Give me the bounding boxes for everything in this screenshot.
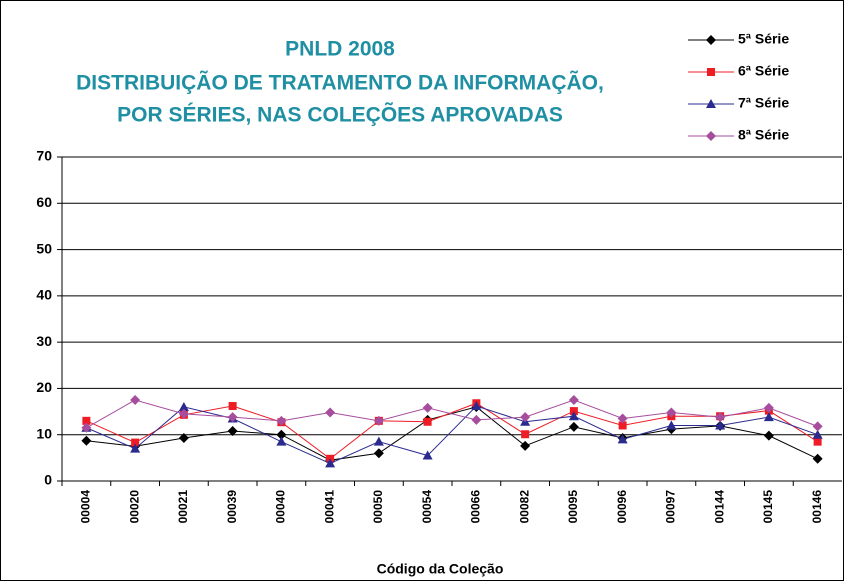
marker: [521, 430, 530, 439]
series-line: [86, 405, 818, 464]
y-tick-label: 70: [36, 148, 52, 164]
x-tick-label: 00145: [761, 490, 775, 524]
y-tick-label: 30: [36, 333, 52, 349]
marker: [471, 401, 482, 411]
marker: [178, 432, 189, 443]
x-tick-label: 00021: [176, 490, 190, 524]
y-tick-label: 50: [36, 240, 52, 256]
marker: [227, 426, 238, 437]
marker: [81, 435, 92, 446]
marker: [325, 458, 336, 468]
marker: [812, 453, 823, 464]
marker: [618, 421, 627, 430]
marker: [373, 415, 384, 426]
marker: [715, 420, 726, 430]
marker: [131, 438, 140, 447]
marker: [666, 407, 677, 418]
marker: [422, 402, 433, 413]
x-tick-label: 00097: [664, 490, 678, 524]
x-tick-label: 00040: [274, 490, 288, 524]
marker: [569, 407, 578, 416]
marker: [227, 412, 238, 423]
marker: [706, 99, 716, 108]
x-tick-label: 00050: [371, 490, 385, 524]
marker: [130, 395, 141, 405]
marker: [373, 436, 384, 446]
marker: [568, 421, 579, 432]
marker: [707, 68, 715, 76]
legend-label: 5ª Série: [738, 31, 789, 47]
x-tick-label: 00095: [566, 490, 580, 524]
marker: [617, 413, 628, 424]
marker: [715, 412, 726, 423]
marker: [276, 429, 287, 440]
marker: [706, 131, 716, 141]
legend-label: 8ª Série: [738, 127, 789, 143]
marker: [666, 420, 677, 430]
marker: [228, 402, 237, 411]
chart-title: PNLD 2008: [285, 38, 395, 61]
marker: [812, 421, 823, 432]
marker: [276, 436, 287, 446]
marker: [423, 417, 432, 426]
marker: [763, 430, 774, 441]
marker: [763, 402, 774, 413]
x-tick-label: 00039: [225, 490, 239, 524]
marker: [568, 395, 579, 405]
marker: [471, 414, 482, 425]
x-tick-label: 00144: [712, 490, 726, 524]
marker: [81, 422, 92, 433]
x-tick-label: 00146: [810, 490, 824, 524]
y-tick-label: 60: [36, 194, 52, 210]
x-axis-label: Código da Coleção: [377, 561, 504, 577]
x-tick-label: 00054: [420, 490, 434, 524]
x-tick-label: 00096: [615, 490, 629, 524]
marker: [520, 412, 531, 423]
y-tick-label: 10: [36, 425, 52, 441]
marker: [325, 407, 336, 418]
marker: [373, 448, 384, 459]
marker: [617, 434, 628, 444]
y-tick-label: 0: [44, 472, 52, 488]
series-line: [86, 402, 818, 460]
x-tick-label: 00041: [322, 490, 336, 524]
marker: [130, 443, 141, 453]
marker: [178, 401, 189, 411]
x-tick-label: 00066: [469, 490, 483, 524]
legend-label: 6ª Série: [738, 63, 789, 79]
y-tick-label: 20: [36, 379, 52, 395]
x-tick-label: 00082: [517, 490, 531, 524]
marker: [706, 35, 716, 45]
series-line: [86, 399, 818, 429]
marker: [813, 437, 822, 446]
chart-title: DISTRIBUIÇÃO DE TRATAMENTO DA INFORMAÇÃO…: [76, 72, 604, 95]
marker: [812, 429, 823, 439]
marker: [422, 450, 433, 460]
marker: [763, 412, 774, 422]
legend-label: 7ª Série: [738, 95, 789, 111]
y-tick-label: 40: [36, 287, 52, 303]
marker: [276, 415, 287, 426]
marker: [178, 408, 189, 419]
marker: [82, 416, 91, 425]
x-tick-label: 00004: [79, 490, 93, 524]
marker: [568, 411, 579, 421]
chart-title: POR SÉRIES, NAS COLEÇÕES APROVADAS: [117, 103, 563, 127]
x-tick-label: 00020: [127, 490, 141, 524]
marker: [520, 440, 531, 451]
